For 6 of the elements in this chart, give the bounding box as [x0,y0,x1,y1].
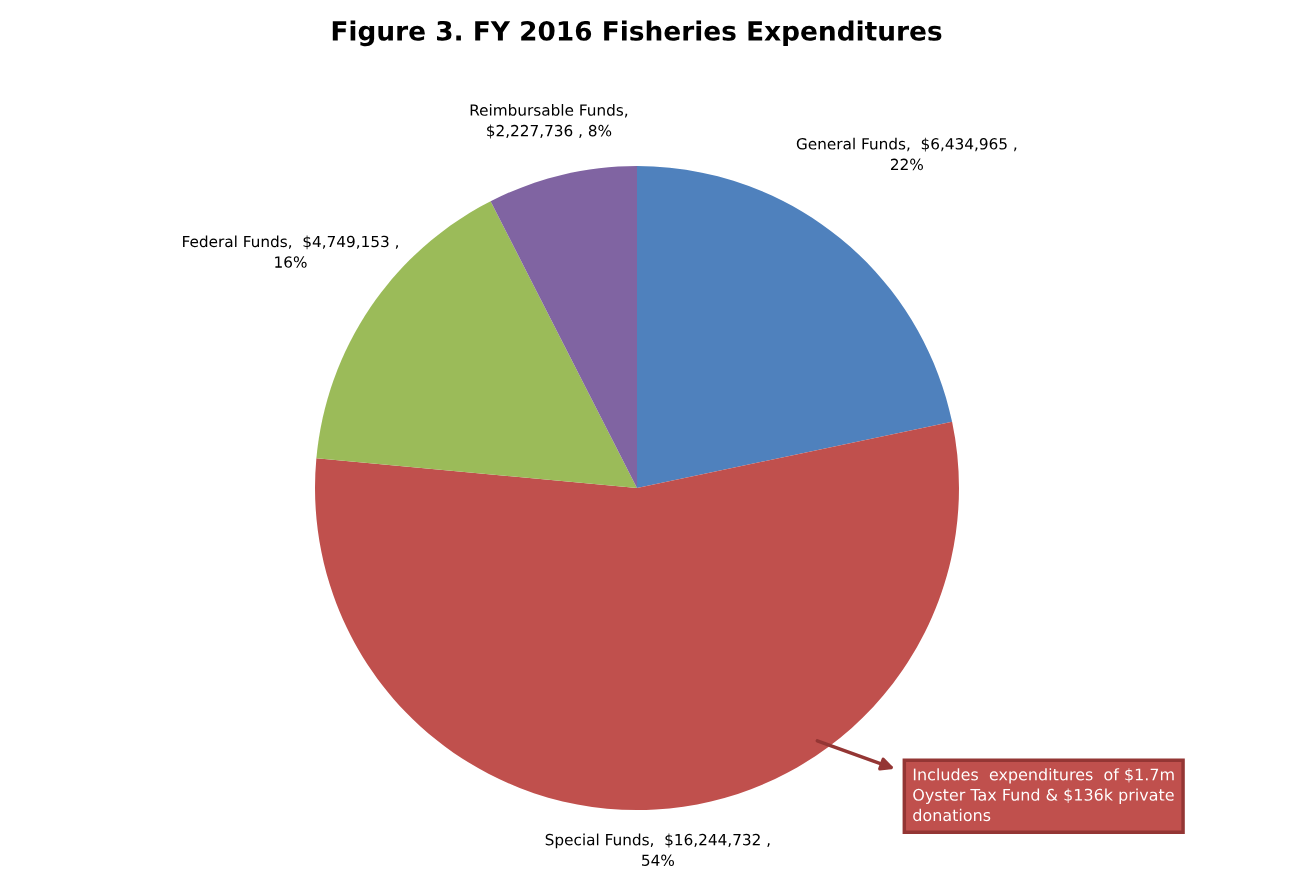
chart-title: Figure 3. FY 2016 Fisheries Expenditures [332,20,942,47]
slice-label: Special Funds, $16,244,732 , 54% [545,833,770,866]
slice-label: Federal Funds, $4,749,153 , 16% [183,235,398,268]
text: Includes expenditures of $1.7m Oyster Tax Fund & $136k private donations [913,768,1174,822]
slice-label: General Funds, $6,434,965 , 22% [796,137,1017,171]
slice-label: Reimbursable Funds, $2,227,736 , 8% [470,104,628,139]
